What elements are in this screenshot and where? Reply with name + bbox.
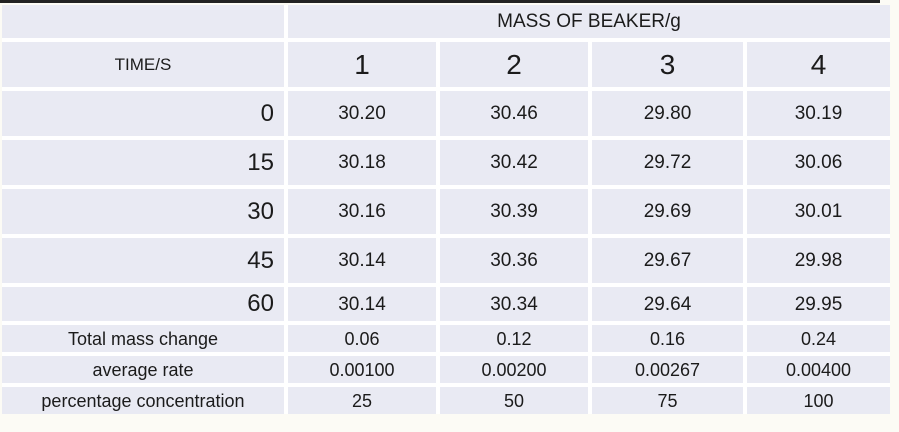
- mass-cell-t15-b4: 30.06: [747, 140, 890, 185]
- beaker-header-2: 2: [440, 42, 588, 87]
- percentage-concentration-b1: 25: [288, 387, 436, 414]
- mass-cell-t30-b3: 29.69: [592, 189, 743, 234]
- time-cell-15: 15: [2, 140, 284, 185]
- beaker-header-4: 4: [747, 42, 890, 87]
- mass-cell-t15-b2: 30.42: [440, 140, 588, 185]
- mass-cell-t30-b1: 30.16: [288, 189, 436, 234]
- mass-cell-t60-b1: 30.14: [288, 287, 436, 321]
- mass-cell-t30-b2: 30.39: [440, 189, 588, 234]
- average-rate-b1: 0.00100: [288, 356, 436, 383]
- average-rate-b4: 0.00400: [747, 356, 890, 383]
- beaker-header-1: 1: [288, 42, 436, 87]
- mass-cell-t0-b2: 30.46: [440, 91, 588, 136]
- mass-of-beaker-table: MASS OF BEAKER/g TIME/S 1 2 3 4 0 30.20 …: [2, 5, 890, 414]
- table-top-border: [0, 0, 880, 3]
- mass-cell-t60-b3: 29.64: [592, 287, 743, 321]
- corner-empty-cell: [2, 5, 284, 38]
- mass-cell-t15-b1: 30.18: [288, 140, 436, 185]
- row-label-total-mass-change: Total mass change: [2, 325, 284, 352]
- total-mass-change-b4: 0.24: [747, 325, 890, 352]
- percentage-concentration-b4: 100: [747, 387, 890, 414]
- beaker-header-3: 3: [592, 42, 743, 87]
- row-label-percentage-concentration: percentage concentration: [2, 387, 284, 414]
- mass-cell-t45-b4: 29.98: [747, 238, 890, 283]
- mass-cell-t0-b4: 30.19: [747, 91, 890, 136]
- time-cell-30: 30: [2, 189, 284, 234]
- total-mass-change-b2: 0.12: [440, 325, 588, 352]
- mass-cell-t60-b4: 29.95: [747, 287, 890, 321]
- total-mass-change-b3: 0.16: [592, 325, 743, 352]
- time-cell-60: 60: [2, 287, 284, 321]
- mass-cell-t60-b2: 30.34: [440, 287, 588, 321]
- percentage-concentration-b2: 50: [440, 387, 588, 414]
- mass-cell-t30-b4: 30.01: [747, 189, 890, 234]
- time-column-header: TIME/S: [2, 42, 284, 87]
- row-label-average-rate: average rate: [2, 356, 284, 383]
- mass-cell-t0-b1: 30.20: [288, 91, 436, 136]
- time-cell-45: 45: [2, 238, 284, 283]
- mass-cell-t0-b3: 29.80: [592, 91, 743, 136]
- mass-cell-t45-b1: 30.14: [288, 238, 436, 283]
- mass-cell-t45-b2: 30.36: [440, 238, 588, 283]
- table-title: MASS OF BEAKER/g: [288, 5, 890, 38]
- average-rate-b2: 0.00200: [440, 356, 588, 383]
- percentage-concentration-b3: 75: [592, 387, 743, 414]
- total-mass-change-b1: 0.06: [288, 325, 436, 352]
- average-rate-b3: 0.00267: [592, 356, 743, 383]
- time-cell-0: 0: [2, 91, 284, 136]
- mass-cell-t45-b3: 29.67: [592, 238, 743, 283]
- mass-cell-t15-b3: 29.72: [592, 140, 743, 185]
